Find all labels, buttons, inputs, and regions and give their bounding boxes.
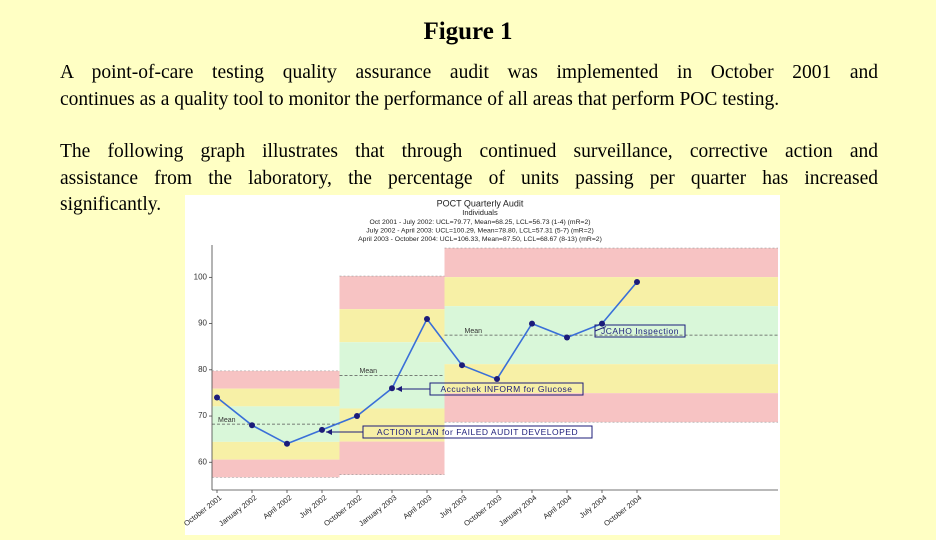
data-point bbox=[319, 426, 325, 433]
control-zone bbox=[339, 276, 445, 310]
control-zone bbox=[212, 459, 340, 478]
mean-label: Mean bbox=[360, 368, 378, 375]
control-zone bbox=[212, 388, 340, 407]
control-zone bbox=[444, 248, 778, 278]
annotation-text: ACTION PLAN for FAILED AUDIT DEVELOPED bbox=[377, 427, 578, 437]
control-zone bbox=[444, 364, 778, 394]
control-zone bbox=[212, 406, 340, 442]
text-line: A point-of-care testing quality assuranc… bbox=[60, 62, 878, 83]
data-point bbox=[424, 315, 430, 322]
mean-label: Mean bbox=[465, 328, 483, 335]
control-zone bbox=[444, 393, 778, 423]
y-tick-label: 80 bbox=[198, 365, 207, 374]
annotation-text: Accuchek INFORM for Glucose bbox=[440, 384, 572, 394]
text-line: assistance from the laboratory, the perc… bbox=[60, 168, 878, 189]
text-line: continues as a quality tool to monitor t… bbox=[60, 89, 780, 110]
y-tick-label: 60 bbox=[198, 457, 207, 466]
data-point bbox=[354, 413, 360, 420]
mean-label: Mean bbox=[218, 417, 236, 424]
arrow-head bbox=[326, 429, 332, 435]
data-point bbox=[459, 362, 465, 369]
annotation-arrow bbox=[594, 326, 607, 332]
chart-note: Oct 2001 - July 2002: UCL=79.77, Mean=68… bbox=[369, 219, 590, 226]
data-point bbox=[389, 385, 395, 392]
annotation-text: JCAHO Inspection bbox=[601, 326, 679, 336]
data-point bbox=[634, 278, 640, 285]
text-line: significantly. bbox=[60, 194, 162, 215]
control-zone bbox=[444, 277, 778, 307]
chart-note: April 2003 - October 2004: UCL=106.33, M… bbox=[358, 236, 602, 243]
data-point bbox=[284, 440, 290, 447]
data-point bbox=[249, 422, 255, 429]
data-point bbox=[214, 394, 220, 401]
chart-subtitle: Individuals bbox=[462, 208, 498, 217]
chart-note: July 2002 - April 2003: UCL=100.29, Mean… bbox=[366, 227, 593, 234]
y-tick-label: 70 bbox=[198, 411, 207, 420]
control-zone bbox=[212, 441, 340, 460]
control-zone bbox=[339, 441, 445, 475]
data-point bbox=[564, 334, 570, 341]
y-tick-label: 100 bbox=[194, 272, 208, 281]
control-zone bbox=[339, 309, 445, 343]
figure-title: Figure 1 bbox=[423, 18, 513, 45]
arrow-head bbox=[396, 386, 402, 392]
control-zone bbox=[212, 370, 340, 389]
y-tick-label: 90 bbox=[198, 319, 207, 328]
data-point bbox=[529, 320, 535, 327]
chart-title: POCT Quarterly Audit bbox=[437, 198, 524, 208]
text-line: The following graph illustrates that thr… bbox=[60, 141, 878, 162]
data-point bbox=[494, 376, 500, 383]
